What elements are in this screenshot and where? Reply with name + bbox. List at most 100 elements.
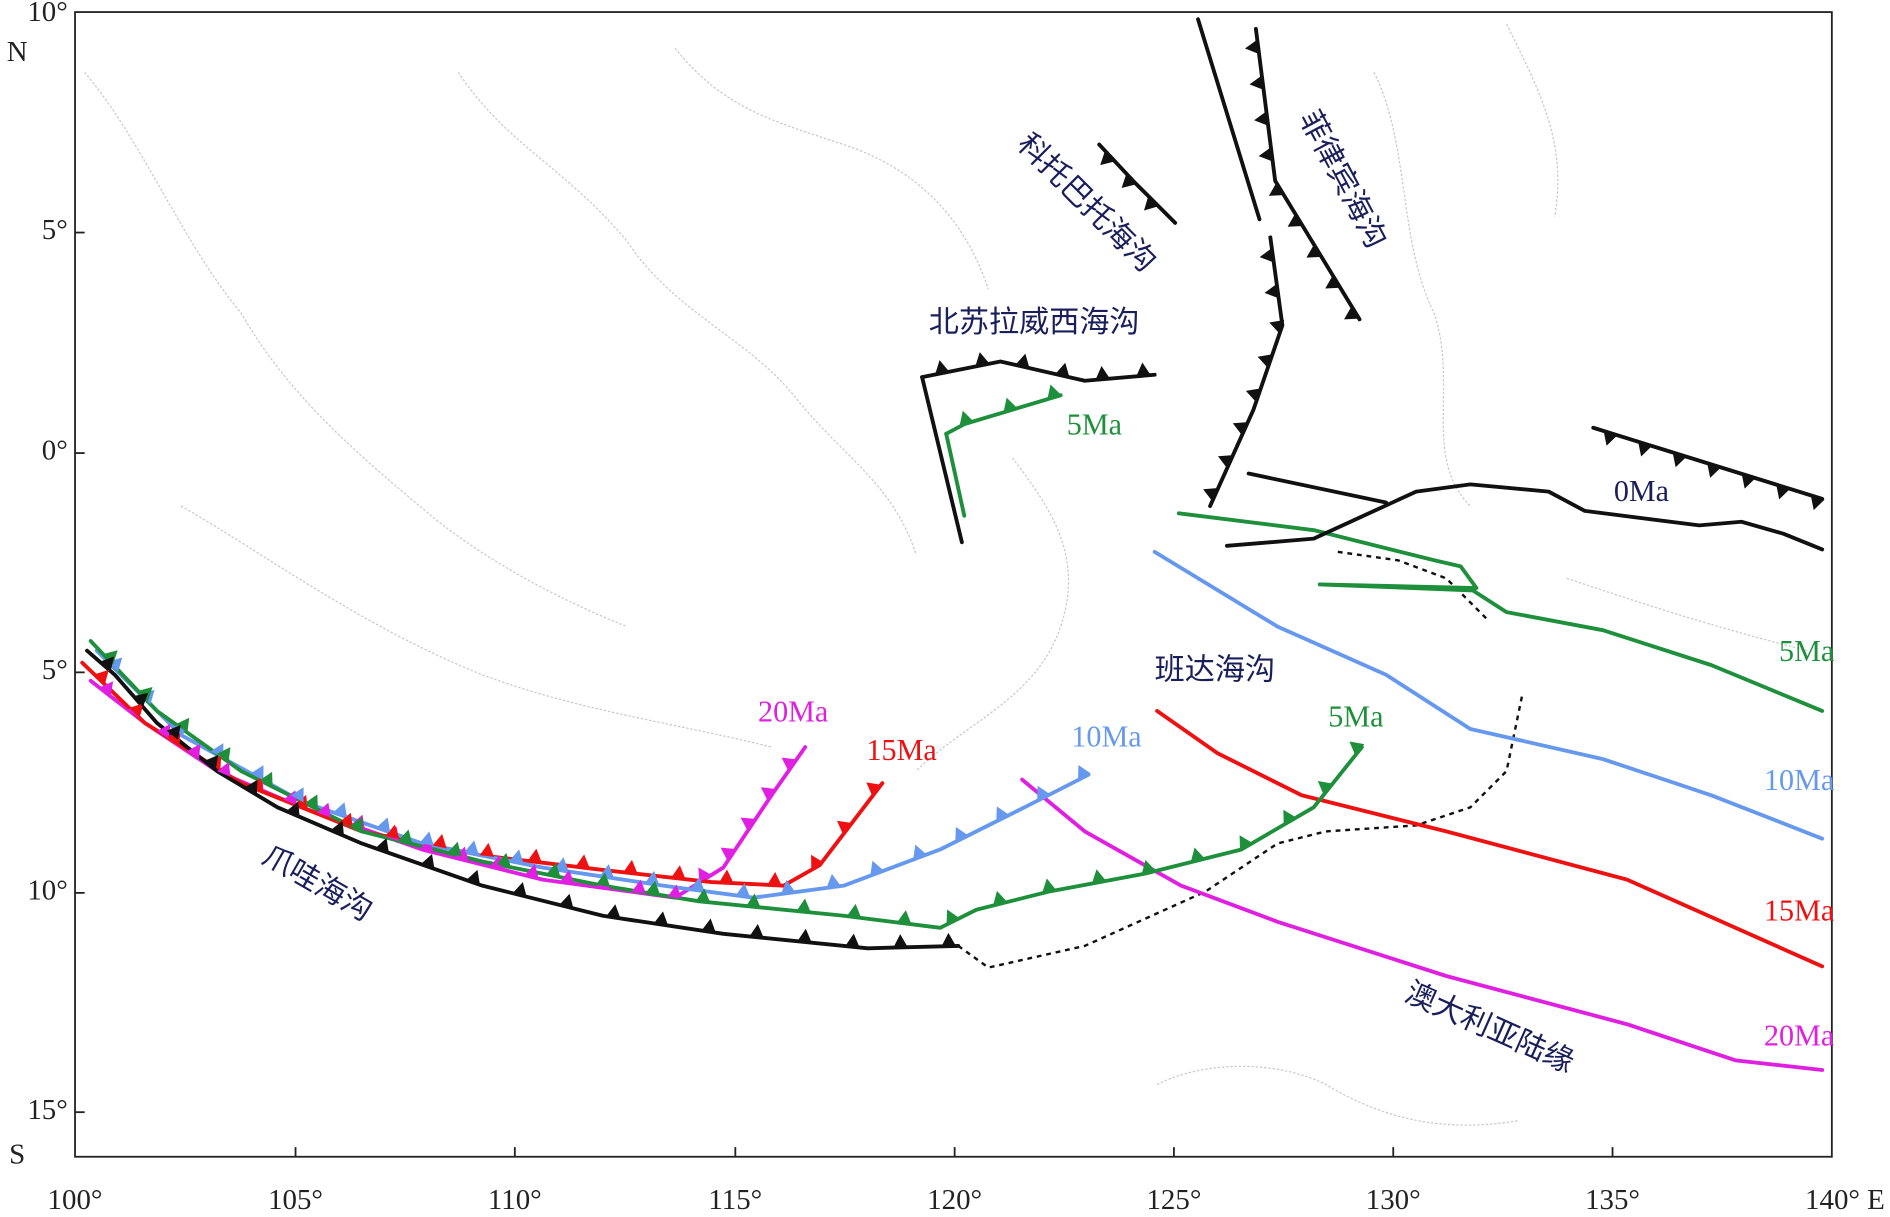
subduction-tooth [836,820,852,835]
subduction-tooth [1283,809,1297,825]
y-tick-label: 10° [27,875,67,907]
subduction-tooth [653,911,669,926]
subduction-tooth [811,854,824,870]
subduction-tooth [645,880,661,895]
map-frame [74,11,1833,1158]
subduction-tooth [1268,182,1284,196]
axis-ticks [75,231,1614,1157]
subduction-tooth [845,933,860,948]
subduction-tooth [217,761,231,777]
y-tick-label: 15° [27,1094,67,1126]
subduction-tooth [1287,213,1303,227]
subduction-tooth [1245,39,1260,55]
subduction-tooth [527,848,542,863]
subduction-tooth [1077,764,1091,781]
subduction-tooth [623,859,638,874]
subduction-tooth [1258,147,1273,162]
subduction-tooth [216,747,231,763]
subduction-tooth [466,869,480,885]
subduction-tooth [959,410,974,426]
subduction-tooth [1015,353,1030,369]
subduction-tooth [781,879,796,894]
subduction-tooth [796,898,811,913]
coastlines [84,23,1808,1126]
subduction-tooth [1741,473,1756,489]
y-tick-label: N [7,36,28,68]
subduction-tooth [1257,354,1273,368]
subduction-tooth [735,883,751,898]
subduction-tooth [1091,869,1107,884]
subduction-tooth [846,903,862,918]
subduction-tooth [740,817,756,831]
subduction-tooth [1003,397,1018,413]
x-tick-label: 140° E [1805,1184,1885,1216]
subduction-tooth [749,923,764,938]
age-label: 5Ma [1067,408,1122,442]
subduction-tooth [376,817,391,833]
subduction-tooth [1259,248,1274,263]
dotted-boundaries [957,550,1524,969]
subduction-tooth [671,865,686,880]
subduction-tooth [286,801,300,817]
subduction-tooth [975,352,990,367]
subduction-tooth [375,838,389,853]
subduction-tooth [94,669,109,685]
subduction-tooth [489,855,504,870]
subduction-tooth [129,703,144,718]
subduction-tooth [350,816,364,833]
subduction-tooth [1344,306,1360,320]
subduction-tooth [606,904,621,919]
subduction-tooth [496,852,511,868]
subduction-tooth [866,782,882,797]
subduction-tooth [667,884,682,899]
subduction-tooth [826,873,841,888]
subduction-tooth [1603,430,1618,446]
trench-lines [80,17,1825,1072]
age-label: 15Ma [1764,893,1834,927]
subduction-tooth [1144,196,1159,211]
subduction-tooth [1121,173,1137,188]
subduction-tooth [166,724,181,740]
subduction-tooth [797,928,812,943]
subduction-tooth [870,860,884,876]
subduction-tooth [631,879,647,894]
x-tick-label: 120° [927,1184,982,1216]
subduction-tooth [1264,283,1279,299]
subduction-tooth [1217,455,1234,469]
subduction-tooth [464,840,479,855]
subduction-tooth [767,871,782,886]
subduction-tooth [1306,244,1322,258]
subduction-tooth [479,842,495,857]
age-label: 10Ma [1071,720,1141,754]
x-tick-label: 125° [1146,1184,1201,1216]
subduction-tooth [1254,111,1269,126]
subduction-tooth [893,934,908,948]
subduction-tooth [913,844,927,860]
y-tick-label: 5° [42,654,68,686]
subduction-tooth [1136,362,1151,377]
trench-label: 班达海沟 [1155,652,1275,686]
subduction-tooth [333,802,347,818]
subduction-tooth [204,755,219,770]
y-tick-label: 10° [27,0,67,28]
subduction-tooth [1269,320,1285,334]
subduction-tooth [290,787,304,803]
subduction-tooth [996,806,1010,822]
subduction-tooth [690,877,705,892]
subduction-tooth [695,888,711,903]
subduction-tooth [330,820,344,836]
x-tick-label: 115° [708,1184,762,1216]
subduction-tooth [244,779,258,795]
y-tick-labels: 10° N 5° 0° 5° 10° 15° S [7,0,68,1170]
subduction-tooth [509,849,524,864]
subduction-tooth [1249,75,1264,90]
age-label: 0Ma [1614,474,1669,508]
subduction-tooth [1776,484,1791,500]
subduction-tooth [432,833,447,849]
age-labels: 5Ma 0Ma 5Ma 5Ma 10Ma 10Ma 15Ma 15Ma 20Ma… [758,408,1834,1053]
y-tick-label: S [9,1138,25,1170]
subduction-tooth [554,857,569,872]
subduction-tooth [1203,488,1219,502]
subduction-tooth [644,870,660,886]
